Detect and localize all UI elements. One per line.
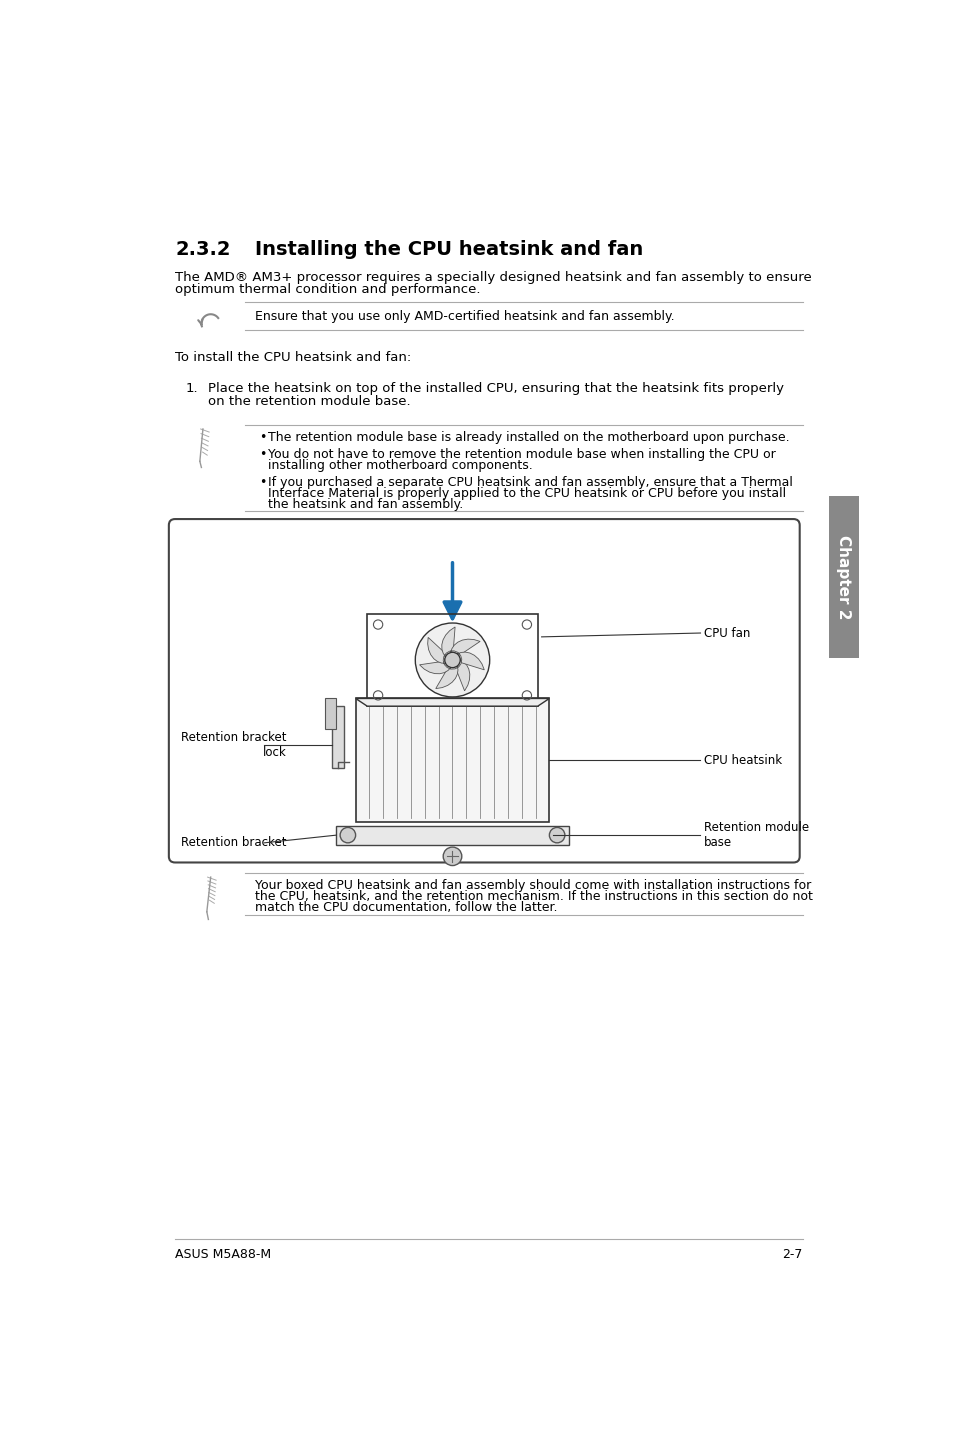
Circle shape [444,653,459,667]
Circle shape [415,623,489,697]
Text: Installing the CPU heatsink and fan: Installing the CPU heatsink and fan [254,240,642,259]
Bar [355,699,549,821]
Polygon shape [427,637,445,664]
Polygon shape [436,666,457,689]
Text: on the retention module base.: on the retention module base. [208,395,411,408]
Text: optimum thermal condition and performance.: optimum thermal condition and performanc… [174,283,480,296]
Text: Your boxed CPU heatsink and fan assembly should come with installation instructi: Your boxed CPU heatsink and fan assembly… [254,880,810,893]
Text: ASUS M5A88-M: ASUS M5A88-M [174,1248,271,1261]
Text: Ensure that you use only AMD-certified heatsink and fan assembly.: Ensure that you use only AMD-certified h… [254,309,674,322]
Circle shape [549,827,564,843]
Text: CPU heatsink: CPU heatsink [703,754,781,766]
Text: 2-7: 2-7 [781,1248,802,1261]
Text: the heatsink and fan assembly.: the heatsink and fan assembly. [268,498,463,510]
Text: •: • [258,431,266,444]
Text: The retention module base is already installed on the motherboard upon purchase.: The retention module base is already ins… [268,431,789,444]
Circle shape [443,847,461,866]
Polygon shape [441,627,455,657]
Text: Retention module
base: Retention module base [703,821,809,848]
Text: If you purchased a separate CPU heatsink and fan assembly, ensure that a Thermal: If you purchased a separate CPU heatsink… [268,476,792,489]
Text: Retention bracket: Retention bracket [181,837,287,850]
Circle shape [340,827,355,843]
Text: the CPU, heatsink, and the retention mechanism. If the instructions in this sect: the CPU, heatsink, and the retention mec… [254,890,812,903]
FancyBboxPatch shape [828,496,858,657]
Polygon shape [456,651,484,670]
FancyBboxPatch shape [169,519,799,863]
Text: The AMD® AM3+ processor requires a specially designed heatsink and fan assembly : The AMD® AM3+ processor requires a speci… [174,272,811,285]
Polygon shape [456,660,469,690]
Bar [332,706,344,768]
Polygon shape [419,661,451,674]
Text: 1.: 1. [185,383,197,395]
Text: CPU fan: CPU fan [703,627,750,640]
Text: Place the heatsink on top of the installed CPU, ensuring that the heatsink fits : Place the heatsink on top of the install… [208,383,783,395]
Text: Chapter 2: Chapter 2 [836,535,850,620]
Text: •: • [258,449,266,462]
Text: To install the CPU heatsink and fan:: To install the CPU heatsink and fan: [174,351,411,364]
Text: installing other motherboard components.: installing other motherboard components. [268,459,532,472]
Text: match the CPU documentation, follow the latter.: match the CPU documentation, follow the … [254,902,557,915]
Text: Interface Material is properly applied to the CPU heatsink or CPU before you ins: Interface Material is properly applied t… [268,486,785,500]
Polygon shape [450,638,479,654]
Text: You do not have to remove the retention module base when installing the CPU or: You do not have to remove the retention … [268,449,775,462]
Bar [324,699,335,729]
Text: •: • [258,476,266,489]
Bar [335,825,568,844]
Text: 2.3.2: 2.3.2 [174,240,231,259]
Text: Retention bracket
lock: Retention bracket lock [181,731,287,759]
Polygon shape [355,699,549,706]
